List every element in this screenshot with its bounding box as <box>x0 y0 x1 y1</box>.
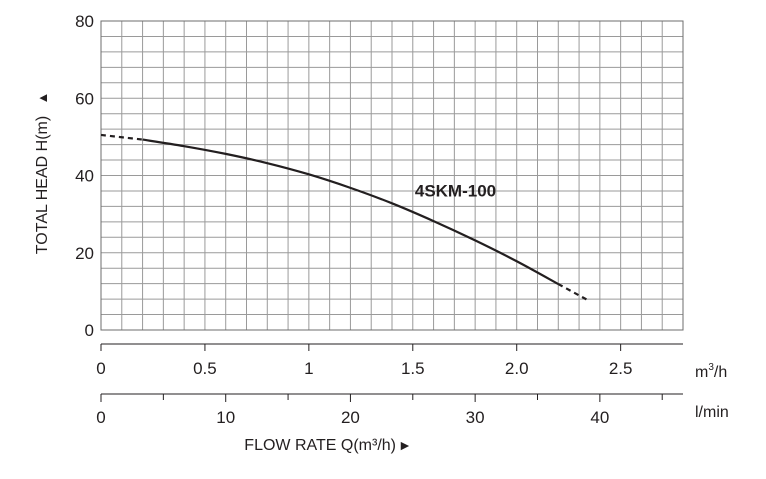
y-tick-label: 0 <box>85 321 94 340</box>
x-axes: 0 0.5 1 1.5 2.0 2.5 0 10 20 30 40 <box>96 343 683 427</box>
x-axis-unit-lmin: l/min <box>695 404 729 421</box>
x-tick-label-lmin: 30 <box>466 408 485 427</box>
x-axis-unit-m3h: m3/h <box>695 362 727 381</box>
x-tick-label-lmin: 0 <box>96 408 105 427</box>
x-tick-label-lmin: 10 <box>216 408 235 427</box>
y-tick-label: 20 <box>75 244 94 263</box>
x-tick-label-m3h: 2.5 <box>609 359 633 378</box>
unit-m3h-tail: /h <box>714 364 727 381</box>
x-axis-label: FLOW RATE Q(m³/h) <box>244 437 396 454</box>
y-axis-arrow-icon: ▲ <box>35 92 50 105</box>
y-tick-label: 40 <box>75 167 94 186</box>
unit-m3h-sup: 3 <box>708 362 714 373</box>
series-line <box>142 138 559 286</box>
y-tick-label: 80 <box>75 12 94 31</box>
unit-m3h-base: m <box>695 364 708 381</box>
y-axis-label: TOTAL HEAD H(m) <box>34 116 51 254</box>
x-tick-label-m3h: 0 <box>96 359 105 378</box>
y-axis-tick-labels: 0 20 40 60 80 <box>75 12 94 340</box>
x-axis-arrow-icon: ► <box>398 437 412 453</box>
x-tick-label-lmin: 40 <box>590 408 609 427</box>
x-tick-label-m3h: 0.5 <box>193 359 217 378</box>
chart-grid <box>100 20 684 331</box>
plot-frame <box>100 20 684 331</box>
series-line-dashed-start <box>100 133 143 141</box>
x-tick-label-m3h: 1.5 <box>401 359 425 378</box>
series-layer: 4SKM-100 <box>100 133 590 302</box>
x-tick-label-lmin: 20 <box>341 408 360 427</box>
y-tick-label: 60 <box>75 89 94 108</box>
x-tick-label-m3h: 1 <box>304 359 313 378</box>
x-tick-label-m3h: 2.0 <box>505 359 529 378</box>
series-line-dashed-end <box>557 283 590 302</box>
series-label: 4SKM-100 <box>415 182 496 201</box>
